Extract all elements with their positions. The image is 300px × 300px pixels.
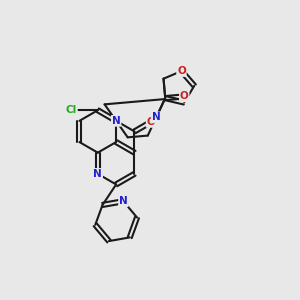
Text: N: N: [112, 116, 121, 126]
Text: N: N: [93, 169, 102, 179]
Text: O: O: [147, 117, 155, 127]
Text: N: N: [152, 112, 161, 122]
Text: Cl: Cl: [66, 105, 77, 115]
Text: O: O: [177, 66, 186, 76]
Text: O: O: [180, 92, 189, 101]
Text: N: N: [119, 196, 128, 206]
